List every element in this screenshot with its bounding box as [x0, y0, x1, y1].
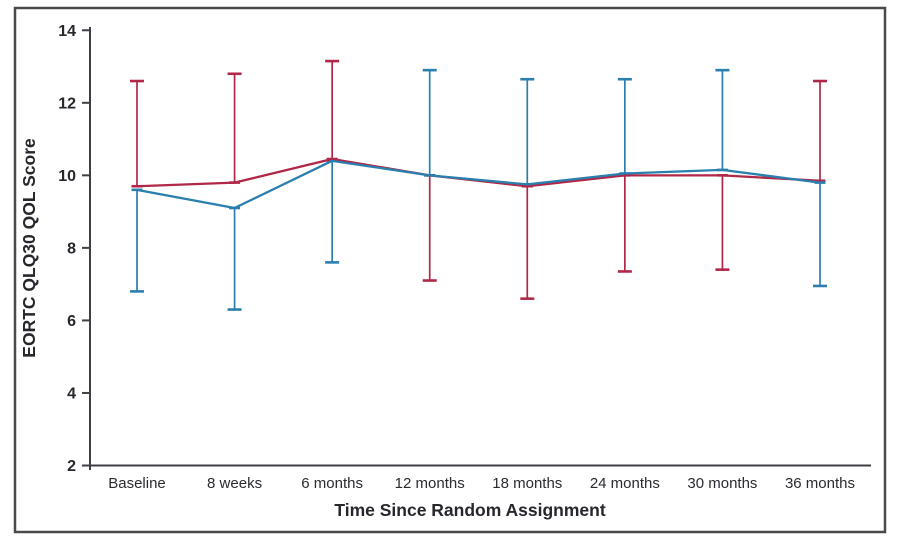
y-axis-title: EORTC QLQ30 QOL Score [19, 138, 39, 358]
x-category-label: 36 months [785, 475, 855, 492]
y-tick-label: 10 [58, 168, 76, 185]
y-tick-label: 6 [67, 313, 76, 330]
y-tick-labels: 2 4 6 8 10 12 14 [58, 23, 76, 475]
x-category-label: 12 months [395, 475, 465, 492]
x-category-label: 8 weeks [207, 475, 262, 492]
y-tick-label: 8 [67, 240, 76, 257]
series-line-blue-arm [136, 159, 821, 210]
figure-border [13, 6, 887, 534]
x-category-label: 6 months [301, 475, 363, 492]
y-tick-label: 2 [67, 458, 76, 475]
y-tick-label: 14 [58, 23, 76, 40]
x-category-labels: Baseline 8 weeks 6 months 12 months 18 month… [108, 475, 855, 492]
x-category-label: 18 months [492, 475, 562, 492]
x-category-label: 24 months [590, 475, 660, 492]
y-tick-label: 12 [58, 95, 76, 112]
x-category-label: Baseline [108, 475, 166, 492]
x-category-label: 30 months [687, 475, 757, 492]
x-axis-title: Time Since Random Assignment [334, 500, 605, 520]
axes [82, 27, 871, 470]
series-lines [136, 157, 821, 210]
y-tick-label: 4 [67, 385, 76, 402]
